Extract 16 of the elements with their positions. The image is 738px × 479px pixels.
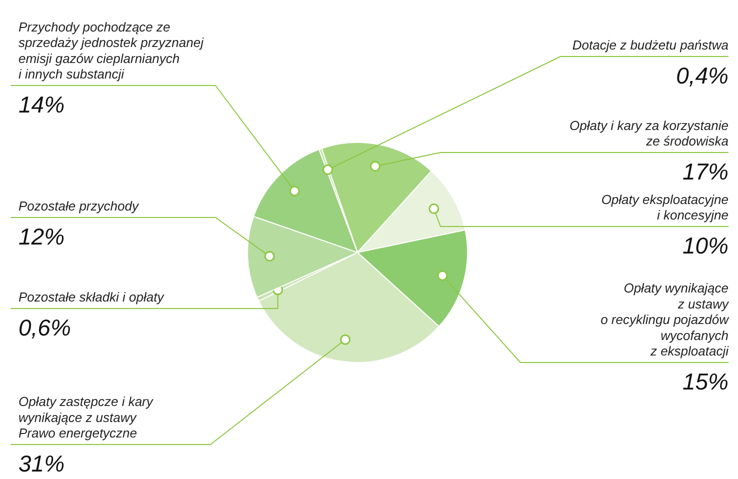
- data-label: 17%: [682, 158, 729, 184]
- slice-label: Pozostałe składki i opłaty: [18, 290, 166, 304]
- data-label: 14%: [18, 92, 65, 118]
- slice-label: Opłaty wynikające z ustawy o recyklingu pojazdów wycofanych z eksploatacji: [600, 280, 730, 358]
- data-label: 0,6%: [18, 314, 71, 340]
- data-label: 31%: [18, 450, 65, 476]
- slice-label: Dotacje z budżetu państwa: [572, 38, 729, 52]
- slice-label: Opłaty zastępcze i kary wynikające z ustawy Prawo energetyczne: [18, 394, 154, 440]
- data-label: 0,4%: [676, 62, 729, 88]
- slice-label: Opłaty eksploatacyjne i koncesyjne: [601, 192, 729, 222]
- slice-label: Przychody pochodzące ze sprzedaży jednostek przyznanej emisji gazów cieplarnianych i innych substancji: [18, 19, 205, 82]
- slice-label: Opłaty i kary za korzystanie ze środowiska: [570, 118, 729, 148]
- data-label: 12%: [18, 224, 65, 250]
- data-label: 10%: [682, 232, 729, 258]
- slice-label: Pozostałe przychody: [18, 198, 140, 214]
- data-label: 15%: [682, 368, 729, 394]
